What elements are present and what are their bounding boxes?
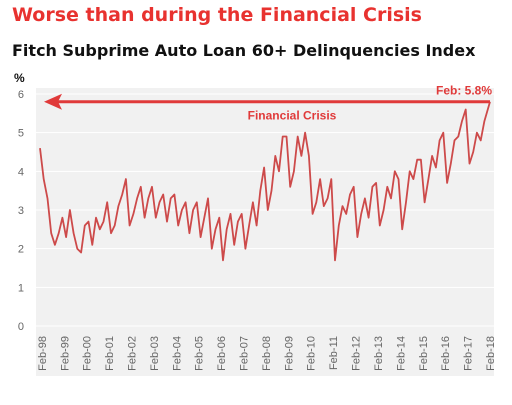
series-line	[39, 101, 491, 262]
x-tick-label: Feb-06	[216, 336, 228, 371]
x-tick-label: Feb-10	[306, 336, 318, 371]
x-tick-label: Feb-99	[59, 336, 71, 371]
x-tick-label: Feb-07	[239, 336, 251, 371]
arrow-head	[44, 93, 62, 110]
x-axis-ticks: Feb-98 Feb-99 Feb-00 Feb-01 Feb-02 Feb-03 Feb-…	[37, 336, 497, 371]
delinquencies-line-chart: 0 1 2 3 4 5 6 % Feb: 5.8% Financial Crisis Feb…	[14, 71, 497, 376]
financial-crisis-label: Financial Crisis	[248, 109, 337, 123]
x-tick-label: Feb-08	[261, 336, 273, 371]
y-axis-ticks: 0 1 2 3 4 5 6	[18, 89, 24, 333]
x-tick-label: Feb-00	[82, 336, 94, 371]
x-tick-label: Feb-12	[351, 336, 363, 371]
chart-subtitle: Fitch Subprime Auto Loan 60+ Delinquenci…	[12, 41, 476, 60]
x-tick-label: Feb-02	[127, 336, 139, 371]
x-tick-label: Feb-18	[485, 336, 497, 371]
x-tick-label: Feb-01	[104, 336, 116, 371]
x-tick-label: Feb-05	[194, 336, 206, 371]
x-tick-label: Feb-11	[328, 336, 340, 370]
y-tick-label: 5	[18, 128, 24, 140]
x-tick-label: Feb-04	[171, 336, 183, 371]
y-tick-label: 3	[18, 205, 24, 217]
latest-value-label: Feb: 5.8%	[436, 84, 492, 98]
y-tick-label: 2	[18, 244, 24, 256]
x-tick-label: Feb-15	[418, 336, 430, 371]
x-tick-label: Feb-17	[463, 336, 475, 371]
y-tick-label: 1	[18, 282, 24, 294]
chart-area: 0 1 2 3 4 5 6 % Feb: 5.8% Financial Crisis Feb…	[0, 64, 512, 400]
x-tick-label: Feb-09	[283, 336, 295, 371]
x-tick-label: Feb-16	[440, 336, 452, 371]
x-tick-label: Feb-98	[37, 336, 49, 371]
y-tick-label: 6	[18, 89, 24, 101]
x-tick-label: Feb-03	[149, 336, 161, 371]
x-tick-label: Feb-13	[373, 336, 385, 371]
x-tick-label: Feb-14	[395, 336, 407, 371]
headline: Worse than during the Financial Crisis	[12, 4, 422, 26]
y-tick-label: 0	[18, 321, 24, 333]
plot-background	[36, 88, 494, 376]
y-axis-unit: %	[14, 71, 25, 85]
y-tick-label: 4	[18, 166, 24, 178]
crisis-arrow	[44, 93, 490, 110]
